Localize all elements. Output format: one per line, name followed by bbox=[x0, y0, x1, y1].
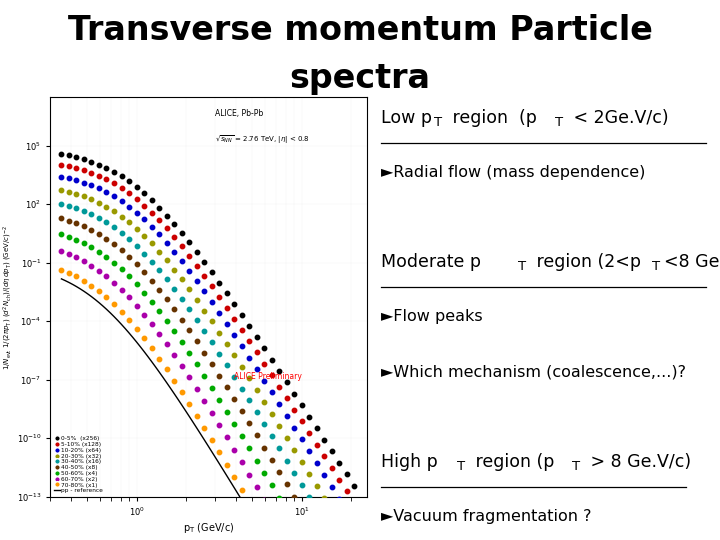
Text: region  (p: region (p bbox=[447, 109, 537, 127]
Text: ►Radial flow (mass dependence): ►Radial flow (mass dependence) bbox=[381, 165, 646, 180]
Text: ►Flow peaks: ►Flow peaks bbox=[381, 309, 483, 324]
Text: region (p: region (p bbox=[470, 453, 554, 471]
Text: T: T bbox=[433, 117, 442, 130]
Text: T: T bbox=[518, 260, 526, 273]
X-axis label: p$_{\rm T}$ (GeV/c): p$_{\rm T}$ (GeV/c) bbox=[183, 521, 235, 535]
Text: ►Vacuum fragmentation ?: ►Vacuum fragmentation ? bbox=[381, 509, 592, 524]
Text: region (2<p: region (2<p bbox=[531, 253, 641, 271]
Text: ►Which mechanism (coalescence,...)?: ►Which mechanism (coalescence,...)? bbox=[381, 365, 686, 380]
Text: Moderate p: Moderate p bbox=[381, 253, 481, 271]
Text: < 2Ge.V/c): < 2Ge.V/c) bbox=[568, 109, 669, 127]
Text: <8 Ge.V/c): <8 Ge.V/c) bbox=[664, 253, 720, 271]
Y-axis label: $1/N_{\rm evt}$ $1/(2\pi p_{\rm T})$ $(d^2N_{\rm ch})/(d\eta\,dp_{\rm T})$ (GeV/: $1/N_{\rm evt}$ $1/(2\pi p_{\rm T})$ $(d… bbox=[1, 225, 14, 369]
Text: T: T bbox=[652, 260, 660, 273]
Text: T: T bbox=[555, 117, 564, 130]
Text: High p: High p bbox=[381, 453, 438, 471]
Text: spectra: spectra bbox=[289, 62, 431, 95]
Text: T: T bbox=[572, 460, 580, 473]
Text: Low p: Low p bbox=[381, 109, 432, 127]
Text: ALICE, Pb-Pb: ALICE, Pb-Pb bbox=[215, 109, 264, 118]
Text: ALICE Preliminary: ALICE Preliminary bbox=[234, 373, 302, 381]
Text: > 8 Ge.V/c): > 8 Ge.V/c) bbox=[585, 453, 691, 471]
Text: $\sqrt{s_{NN}}$ = 2.76 TeV, |$\eta$| < 0.8: $\sqrt{s_{NN}}$ = 2.76 TeV, |$\eta$| < 0… bbox=[215, 133, 310, 146]
Text: T: T bbox=[457, 460, 465, 473]
Legend: 0-5%  (x256), 5-10% (x128), 10-20% (x64), 20-30% (x32), 30-40% (x16), 40-50% (x8: 0-5% (x256), 5-10% (x128), 10-20% (x64),… bbox=[53, 436, 104, 494]
Text: Transverse momentum Particle: Transverse momentum Particle bbox=[68, 14, 652, 46]
